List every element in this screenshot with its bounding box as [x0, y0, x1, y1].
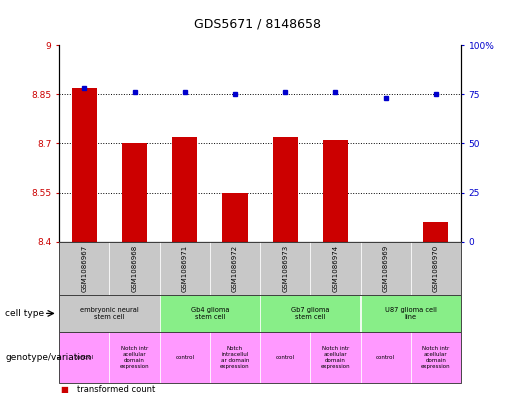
Text: Gb7 glioma
stem cell: Gb7 glioma stem cell: [291, 307, 330, 320]
Text: GSM1086968: GSM1086968: [131, 244, 138, 292]
Text: control: control: [376, 355, 395, 360]
Text: genotype/variation: genotype/variation: [5, 353, 91, 362]
Bar: [72, 88, 97, 242]
Text: embryonic neural
stem cell: embryonic neural stem cell: [80, 307, 139, 320]
Text: Notch intr
acellular
domain
expression: Notch intr acellular domain expression: [421, 347, 451, 369]
Text: Notch intr
acellular
domain
expression: Notch intr acellular domain expression: [119, 347, 149, 369]
Text: GSM1086967: GSM1086967: [81, 244, 88, 292]
Bar: [272, 137, 298, 242]
Text: U87 glioma cell
line: U87 glioma cell line: [385, 307, 437, 320]
Bar: [423, 222, 449, 242]
Text: Notch
intracellul
ar domain
expression: Notch intracellul ar domain expression: [220, 347, 250, 369]
Text: control: control: [276, 355, 295, 360]
Bar: [222, 193, 248, 242]
Text: GDS5671 / 8148658: GDS5671 / 8148658: [194, 18, 321, 31]
Bar: [122, 143, 147, 242]
Text: control: control: [175, 355, 194, 360]
Text: GSM1086974: GSM1086974: [332, 245, 338, 292]
Text: control: control: [75, 355, 94, 360]
Text: Gb4 glioma
stem cell: Gb4 glioma stem cell: [191, 307, 229, 320]
Text: GSM1086970: GSM1086970: [433, 244, 439, 292]
Text: GSM1086969: GSM1086969: [383, 244, 389, 292]
Text: Notch intr
acellular
domain
expression: Notch intr acellular domain expression: [320, 347, 350, 369]
Text: cell type: cell type: [5, 309, 44, 318]
Text: GSM1086971: GSM1086971: [182, 244, 188, 292]
Text: transformed count: transformed count: [77, 385, 156, 393]
Text: ■: ■: [60, 385, 68, 393]
Bar: [172, 137, 197, 242]
Text: GSM1086973: GSM1086973: [282, 244, 288, 292]
Text: GSM1086972: GSM1086972: [232, 245, 238, 292]
Bar: [323, 140, 348, 242]
